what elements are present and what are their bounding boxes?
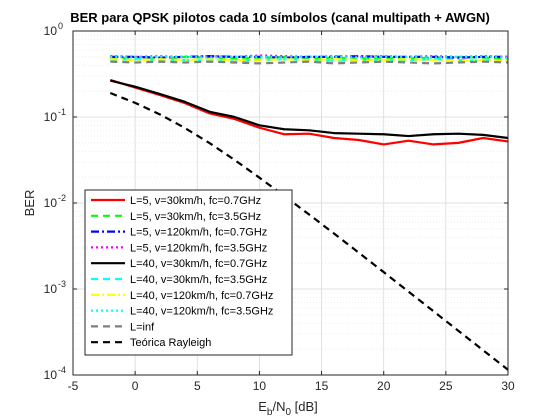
series-line-8 — [110, 55, 509, 59]
legend-item: L=40, v=30km/h, fc=0.7GHz — [91, 258, 267, 270]
y-tick-label: 10 — [44, 368, 58, 382]
legend-items: L=5, v=30km/h, fc=0.7GHz L=5, v=30km/h, f… — [91, 195, 273, 349]
legend-label: Teórica Rayleigh — [130, 337, 211, 349]
legend-item: L=40, v=120km/h, fc=0.7GHz — [91, 290, 273, 302]
legend-item: Teórica Rayleigh — [91, 337, 211, 349]
y-tick-exponent: -3 — [58, 279, 66, 289]
legend-item: L=40, v=30km/h, fc=3.5GHz — [91, 274, 267, 286]
x-tick-label: 5 — [194, 379, 201, 393]
series-line-1 — [109, 78, 509, 146]
x-tick-label: 25 — [439, 379, 453, 393]
x-tick-label: 15 — [315, 379, 329, 393]
legend-label: L=40, v=120km/h, fc=3.5GHz — [130, 306, 273, 318]
y-tick-base: 10 — [44, 24, 58, 38]
series-line-5 — [110, 79, 509, 140]
x-axis-title-sub2: 0 — [285, 407, 291, 418]
tick-marks — [72, 30, 509, 376]
legend-label: L=5, v=120km/h, fc=3.5GHz — [130, 242, 267, 254]
x-tick-label: 20 — [377, 379, 391, 393]
chart-title: BER para QPSK pilotos cada 10 símbolos (… — [70, 10, 490, 25]
legend: L=5, v=30km/h, fc=0.7GHz L=5, v=30km/h, f… — [84, 189, 293, 356]
legend-label: L=5, v=30km/h, fc=3.5GHz — [130, 211, 261, 223]
x-axis-title: Eb/N0 [dB] — [258, 399, 318, 418]
legend-item: L=inf — [91, 321, 155, 333]
x-tick-label: 0 — [132, 379, 139, 393]
legend-item: L=40, v=120km/h, fc=3.5GHz — [91, 306, 273, 318]
legend-item: L=5, v=120km/h, fc=0.7GHz — [91, 227, 267, 239]
legend-label: L=5, v=120km/h, fc=0.7GHz — [130, 227, 267, 239]
legend-label: L=inf — [130, 321, 155, 333]
y-axis-title: BER — [22, 190, 37, 217]
series-line-10 — [109, 92, 509, 371]
legend-label: L=40, v=120km/h, fc=0.7GHz — [130, 290, 273, 302]
y-tick-exponent: -2 — [58, 193, 66, 203]
series-line-3 — [110, 55, 508, 59]
x-tick-label: 30 — [501, 379, 515, 393]
y-tick-exponent: -1 — [58, 107, 66, 117]
y-tick-base: 10 — [44, 282, 58, 296]
legend-item: L=5, v=30km/h, fc=0.7GHz — [91, 195, 261, 207]
legend-label: L=5, v=30km/h, fc=0.7GHz — [130, 195, 261, 207]
legend-label: L=40, v=30km/h, fc=0.7GHz — [130, 258, 267, 270]
legend-item: L=5, v=30km/h, fc=3.5GHz — [91, 211, 261, 223]
y-tick-base: 10 — [44, 110, 58, 124]
x-axis-title-main: E — [258, 399, 267, 414]
x-tick-labels: -5 0 5 10 15 20 25 30 — [68, 379, 515, 393]
x-axis-title-tail: [dB] — [291, 399, 318, 414]
y-tick-base: 10 — [44, 196, 58, 210]
legend-item: L=5, v=120km/h, fc=3.5GHz — [91, 242, 267, 254]
x-axis-title-sub1: b — [267, 407, 273, 418]
x-axis-title-mid: /N — [272, 399, 285, 414]
legend-label: L=40, v=30km/h, fc=3.5GHz — [130, 274, 267, 286]
series-line-9 — [110, 60, 509, 65]
y-tick-exponent: 0 — [58, 21, 63, 31]
y-tick-label: 10 — [44, 282, 58, 296]
y-tick-base: 10 — [44, 368, 58, 382]
x-tick-label: 10 — [253, 379, 267, 393]
series-line-7 — [110, 58, 509, 62]
series-lines — [109, 54, 509, 371]
y-tick-label: 10 — [44, 110, 58, 124]
y-tick-label: 10 — [44, 196, 58, 210]
x-tick-label: -5 — [68, 379, 79, 393]
y-tick-exponent: -4 — [58, 365, 66, 375]
y-tick-label: 10 — [44, 24, 58, 38]
